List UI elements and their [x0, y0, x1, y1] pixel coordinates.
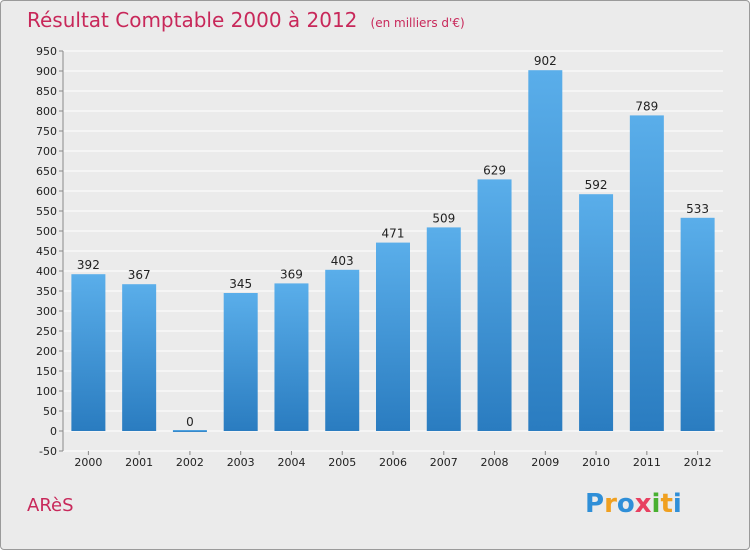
value-label-2001: 367	[128, 268, 151, 282]
value-label-2007: 509	[432, 211, 455, 225]
y-tick-label: 800	[36, 105, 57, 118]
bar-2006	[376, 242, 410, 431]
y-axis-ticks: -50 0 50 100 150 200 250 300 350 400 450 500 550 600 6…	[36, 45, 64, 458]
y-tick-label: 100	[36, 385, 57, 398]
x-tick-label-2000: 2000	[74, 456, 102, 469]
y-tick-label: 50	[43, 405, 57, 418]
y-tick-label: 750	[36, 125, 57, 138]
y-tick-label: 850	[36, 85, 57, 98]
bar-2007	[426, 227, 461, 431]
x-tick-label-2009: 2009	[531, 456, 559, 469]
y-tick-label: 550	[36, 205, 57, 218]
y-tick-label: 500	[36, 225, 57, 238]
value-label-2002: 0	[186, 415, 194, 429]
value-label-2005: 403	[331, 254, 354, 268]
x-tick-label-2005: 2005	[328, 456, 356, 469]
x-tick-label-2003: 2003	[227, 456, 255, 469]
chart-title: Résultat Comptable 2000 à 2012	[27, 8, 358, 32]
bar-2008	[477, 179, 512, 431]
bar-2000	[71, 274, 106, 431]
proxiti-logo: Proxiti	[585, 489, 682, 519]
y-tick-label: 350	[36, 285, 57, 298]
bars	[71, 70, 715, 432]
x-tick-label-2001: 2001	[125, 456, 153, 469]
y-tick-label: 700	[36, 145, 57, 158]
x-tick-label-2007: 2007	[430, 456, 458, 469]
y-tick-label: 650	[36, 165, 57, 178]
logo-letter: i	[672, 489, 682, 519]
bar-2001	[122, 284, 157, 431]
logo-letter: i	[651, 489, 661, 519]
y-tick-label: 950	[36, 45, 57, 58]
value-label-2008: 629	[483, 163, 506, 177]
bar-2010	[579, 194, 614, 431]
bar-2004	[274, 283, 309, 431]
x-tick-label-2004: 2004	[277, 456, 305, 469]
y-tick-label: -50	[39, 445, 57, 458]
logo-letter: r	[604, 489, 617, 519]
value-label-2003: 345	[229, 277, 252, 291]
value-label-2000: 392	[77, 258, 100, 272]
bar-2003	[223, 293, 258, 431]
bar-2012	[680, 217, 715, 431]
y-tick-label: 400	[36, 265, 57, 278]
y-tick-label: 200	[36, 345, 57, 358]
logo-letter: t	[660, 489, 673, 519]
bar-2002	[172, 430, 207, 432]
title-row: Résultat Comptable 2000 à 2012 (en milli…	[27, 8, 465, 32]
x-tick-label-2011: 2011	[633, 456, 661, 469]
x-tick-label-2006: 2006	[379, 456, 407, 469]
logo-letter: P	[585, 489, 605, 519]
bar-2009	[528, 70, 563, 431]
commune-name: ARèS	[27, 495, 74, 516]
value-labels: 392 367 0 345 369 403 471 509 629 902 592 789 533	[77, 54, 709, 429]
x-tick-label-2008: 2008	[481, 456, 509, 469]
y-tick-label: 450	[36, 245, 57, 258]
value-label-2012: 533	[686, 202, 709, 216]
chart-subtitle: (en milliers d'€)	[370, 16, 465, 30]
value-label-2006: 471	[382, 227, 405, 241]
y-tick-label: 900	[36, 65, 57, 78]
logo-letter: x	[634, 489, 652, 519]
x-axis-ticks: 2000 2001 2002 2003 2004 2005 2006 2007 2008 2009…	[74, 451, 712, 469]
y-tick-label: 600	[36, 185, 57, 198]
x-tick-label-2002: 2002	[176, 456, 204, 469]
x-tick-label-2012: 2012	[684, 456, 712, 469]
logo-letter: o	[616, 489, 635, 519]
x-tick-label-2010: 2010	[582, 456, 610, 469]
value-label-2009: 902	[534, 54, 557, 68]
value-label-2010: 592	[585, 178, 608, 192]
y-tick-label: 0	[50, 425, 57, 438]
y-tick-label: 250	[36, 325, 57, 338]
y-tick-label: 300	[36, 305, 57, 318]
bar-2005	[325, 269, 360, 431]
bar-2011	[629, 115, 664, 432]
value-label-2011: 789	[635, 99, 658, 113]
y-tick-label: 150	[36, 365, 57, 378]
value-label-2004: 369	[280, 267, 303, 281]
